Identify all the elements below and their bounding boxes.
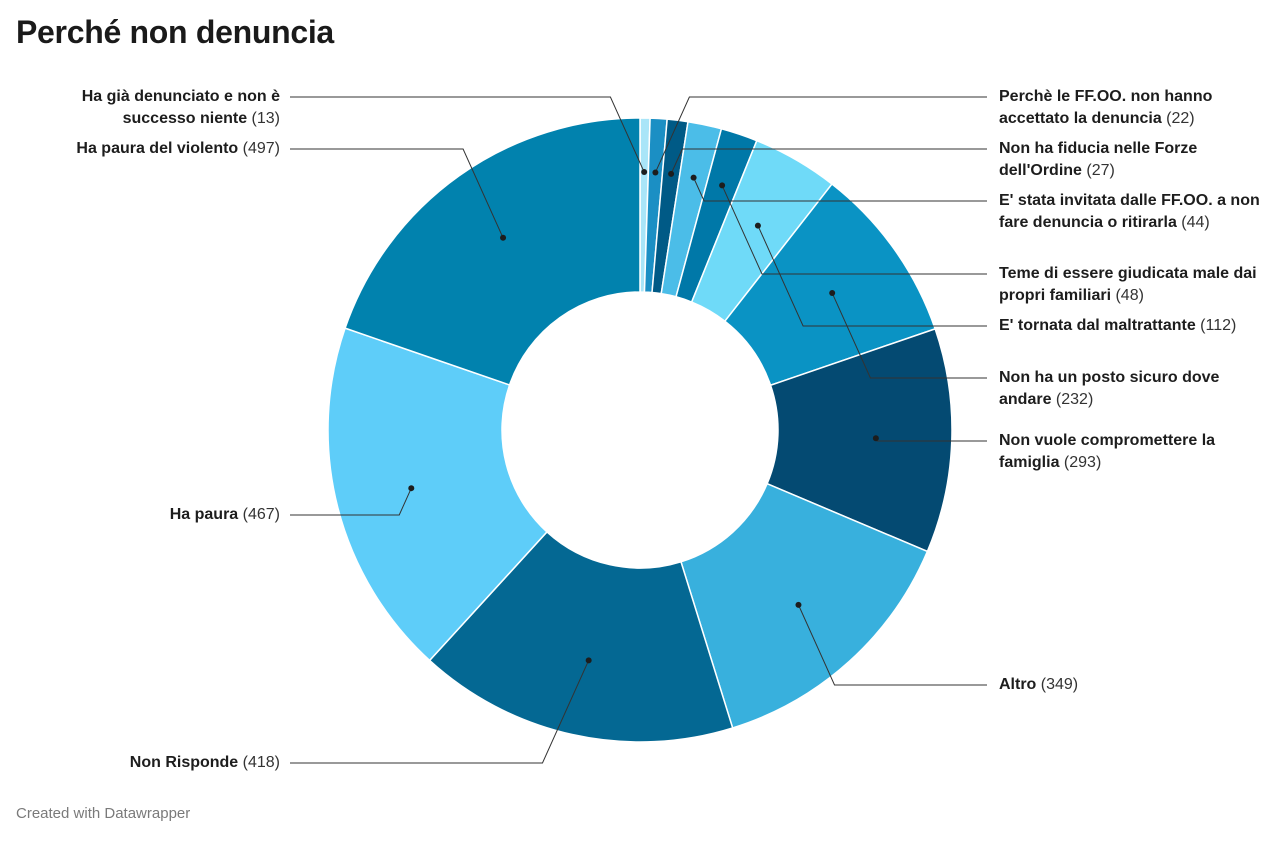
slice-label-name: Ha già denunciato e non è successo nient… xyxy=(81,88,280,127)
slice-label-name: Non Risponde xyxy=(129,754,239,771)
slice-label-name: Ha paura del violento xyxy=(76,140,239,157)
slice-label-e-tornata-dal-maltrattante: E' tornata dal maltrattante (112) xyxy=(999,315,1269,337)
slice-altro xyxy=(680,482,929,729)
slice-label-value: (112) xyxy=(1195,317,1237,334)
slice-label-value: (293) xyxy=(1059,454,1102,471)
slice-label-e-stata-invitata-dalle-ff-oo-a-non-fare-denuncia-o-ritirarla: E' stata invitata dalle FF.OO. a non far… xyxy=(999,190,1269,234)
credit-footer: Created with Datawrapper xyxy=(16,805,191,822)
leader-line-ha-paura xyxy=(290,487,412,516)
slice-label-ha-paura-del-violento: Ha paura del violento (497) xyxy=(12,138,280,160)
leader-dot-e-tornata-dal-maltrattante xyxy=(754,222,761,229)
leader-line-e-tornata-dal-maltrattante xyxy=(757,225,987,327)
slice-label-non-risponde: Non Risponde (418) xyxy=(12,752,280,774)
leader-line-ha-gia-denunciato-e-non-e-successo-niente xyxy=(290,96,645,173)
leader-line-altro xyxy=(798,604,987,686)
slice-label-name: Non vuole compromettere la famiglia xyxy=(999,432,1216,471)
leader-dot-ha-paura-del-violento xyxy=(500,234,507,241)
leader-dot-ha-paura xyxy=(408,485,415,492)
leader-lines xyxy=(290,96,987,764)
leader-line-perche-le-ff-oo-non-hanno-accettato-la-denuncia xyxy=(654,96,987,173)
leader-dot-non-risponde xyxy=(585,657,592,664)
leader-line-non-ha-un-posto-sicuro-dove-andare xyxy=(831,292,987,379)
slice-ha-paura-del-violento xyxy=(344,117,641,386)
leader-line-teme-di-essere-giudicata-male-dai-propri-familiari xyxy=(721,185,987,275)
leader-dot-ha-gia-denunciato-e-non-e-successo-niente xyxy=(641,169,648,176)
slice-label-altro: Altro (349) xyxy=(999,674,1269,696)
slice-label-value: (349) xyxy=(1036,676,1079,693)
slice-label-value: (13) xyxy=(247,110,280,127)
slice-label-name: Perchè le FF.OO. non hanno accettato la … xyxy=(999,88,1213,127)
leader-dot-teme-di-essere-giudicata-male-dai-propri-familiari xyxy=(719,182,726,189)
slice-non-risponde xyxy=(428,530,734,743)
slice-label-ha-gia-denunciato-e-non-e-successo-niente: Ha già denunciato e non è successo nient… xyxy=(12,86,280,130)
slice-label-value: (497) xyxy=(238,140,280,157)
slice-label-non-vuole-compromettere-la-famiglia: Non vuole compromettere la famiglia (293… xyxy=(999,430,1269,474)
leader-dot-altro xyxy=(795,601,802,608)
slice-ha-paura xyxy=(327,327,549,662)
slice-label-name: Altro xyxy=(999,676,1037,693)
slice-label-value: (27) xyxy=(1081,162,1115,179)
slice-label-name: E' stata invitata dalle FF.OO. a non far… xyxy=(999,192,1260,231)
slice-non-vuole-compromettere-la-famiglia xyxy=(766,327,953,553)
slice-label-name: Ha paura xyxy=(169,506,239,523)
slice-label-value: (467) xyxy=(238,506,280,523)
slice-label-value: (418) xyxy=(238,754,280,771)
slice-label-perche-le-ff-oo-non-hanno-accettato-la-denuncia: Perchè le FF.OO. non hanno accettato la … xyxy=(999,86,1269,130)
slice-label-value: (232) xyxy=(1051,391,1094,408)
slice-label-teme-di-essere-giudicata-male-dai-propri-familiari: Teme di essere giudicata male dai propri… xyxy=(999,263,1269,307)
slice-label-ha-paura: Ha paura (467) xyxy=(12,504,280,526)
slice-label-non-ha-un-posto-sicuro-dove-andare: Non ha un posto sicuro dove andare (232) xyxy=(999,367,1269,411)
leader-line-non-risponde xyxy=(290,660,590,764)
leader-dot-non-ha-un-posto-sicuro-dove-andare xyxy=(829,290,836,297)
slice-label-non-ha-fiducia-nelle-forze-dell-ordine: Non ha fiducia nelle Forze dell'Ordine (… xyxy=(999,138,1269,182)
leader-dot-perche-le-ff-oo-non-hanno-accettato-la-denuncia xyxy=(652,169,659,176)
slice-label-name: E' tornata dal maltrattante xyxy=(999,317,1196,334)
leader-dot-e-stata-invitata-dalle-ff-oo-a-non-fare-denuncia-o-ritirarla xyxy=(690,174,697,181)
donut-slices xyxy=(327,117,953,743)
slice-label-name: Non ha fiducia nelle Forze dell'Ordine xyxy=(999,140,1198,179)
slice-label-value: (48) xyxy=(1111,287,1144,304)
slice-label-value: (44) xyxy=(1176,214,1210,231)
leader-dot-non-ha-fiducia-nelle-forze-dell-ordine xyxy=(668,170,675,177)
slice-label-name: Non ha un posto sicuro dove andare xyxy=(999,369,1220,408)
chart-title: Perché non denuncia xyxy=(16,14,334,50)
leader-dot-non-vuole-compromettere-la-famiglia xyxy=(872,435,879,442)
leader-line-ha-paura-del-violento xyxy=(290,148,504,239)
slice-label-name: Teme di essere giudicata male dai propri… xyxy=(999,265,1257,304)
leader-line-non-ha-fiducia-nelle-forze-dell-ordine xyxy=(670,148,987,175)
slice-label-value: (22) xyxy=(1161,110,1195,127)
leader-line-e-stata-invitata-dalle-ff-oo-a-non-fare-denuncia-o-ritirarla xyxy=(693,177,987,202)
